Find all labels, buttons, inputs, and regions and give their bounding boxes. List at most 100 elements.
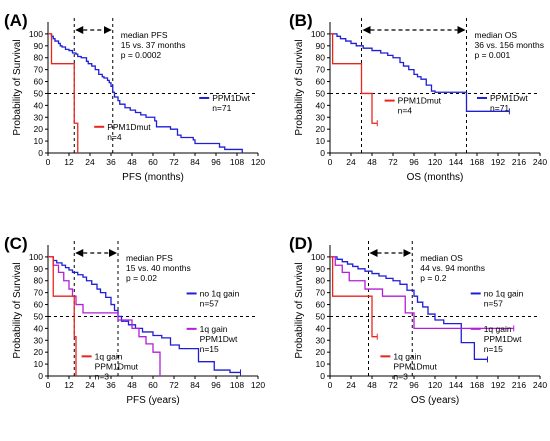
legend-label: 1q gain: [95, 351, 123, 361]
y-tick-label: 50: [316, 311, 326, 321]
x-tick-label: 48: [367, 157, 377, 167]
annotation-line: 44 vs. 94 months: [420, 263, 485, 273]
y-tick-label: 70: [34, 288, 44, 298]
annotation-line: p = 0.2: [420, 273, 447, 283]
legend-label: 1q gain: [393, 351, 421, 361]
y-tick-label: 60: [316, 300, 326, 310]
annotation-line: 36 vs. 156 months: [475, 40, 544, 50]
x-tick-label: 96: [211, 380, 221, 390]
y-tick-label: 90: [34, 41, 44, 51]
x-tick-label: 48: [127, 157, 137, 167]
legend-label: n=15: [200, 344, 219, 354]
y-tick-label: 90: [316, 264, 326, 274]
y-axis-label: Probability of Survival: [12, 39, 23, 135]
y-tick-label: 60: [34, 77, 44, 87]
x-tick-label: 216: [512, 157, 526, 167]
survival-curve-series-1: [48, 33, 79, 153]
survival-curve-series-1: [330, 33, 378, 124]
y-tick-label: 10: [316, 359, 326, 369]
y-tick-label: 90: [316, 41, 326, 51]
y-axis-label: Probability of Survival: [294, 262, 305, 358]
x-tick-label: 0: [46, 380, 51, 390]
legend-label: PPM1Dmut: [398, 96, 442, 106]
panel-letter: (D): [289, 234, 313, 253]
x-tick-label: 0: [46, 157, 51, 167]
annotation-line: 15 vs. 37 months: [121, 40, 186, 50]
x-tick-label: 72: [388, 380, 398, 390]
y-tick-label: 100: [311, 252, 325, 262]
x-tick-label: 48: [127, 380, 137, 390]
x-tick-label: 108: [230, 380, 244, 390]
x-tick-label: 0: [328, 157, 333, 167]
y-tick-label: 20: [316, 347, 326, 357]
y-tick-label: 10: [316, 136, 326, 146]
legend-label: PPM1Dwt: [200, 334, 238, 344]
x-tick-label: 192: [491, 157, 505, 167]
y-tick-label: 50: [316, 88, 326, 98]
legend-label: n=57: [200, 298, 219, 308]
y-tick-label: 100: [29, 29, 43, 39]
x-axis-label: PFS (months): [122, 172, 184, 183]
legend-label: n=15: [484, 344, 503, 354]
y-tick-label: 40: [316, 323, 326, 333]
annotation-line: 15 vs. 40 months: [126, 263, 191, 273]
y-tick-label: 20: [316, 124, 326, 134]
x-tick-label: 12: [64, 157, 74, 167]
legend-label: n=4: [398, 106, 413, 116]
x-tick-label: 84: [190, 380, 200, 390]
y-tick-label: 40: [34, 323, 44, 333]
x-tick-label: 60: [148, 157, 158, 167]
survival-curve-series-0: [48, 256, 241, 374]
legend-label: no 1q gain: [484, 288, 524, 298]
x-tick-label: 96: [211, 157, 221, 167]
panel-letter: (B): [289, 11, 313, 30]
panel-letter: (A): [4, 11, 28, 30]
survival-curve-series-0: [48, 33, 243, 153]
y-tick-label: 10: [34, 136, 44, 146]
x-tick-label: 96: [409, 157, 419, 167]
y-tick-label: 50: [34, 88, 44, 98]
x-tick-label: 120: [428, 380, 442, 390]
x-tick-label: 24: [85, 380, 95, 390]
y-axis-label: Probability of Survival: [12, 262, 23, 358]
annotation-line: median OS: [475, 30, 518, 40]
y-tick-label: 100: [311, 29, 325, 39]
x-tick-label: 84: [190, 157, 200, 167]
x-tick-label: 120: [428, 157, 442, 167]
y-tick-label: 0: [38, 371, 43, 381]
x-tick-label: 192: [491, 380, 505, 390]
legend-label: PPM1Dwt: [490, 93, 528, 103]
survival-curve-series-2: [48, 256, 77, 376]
y-tick-label: 20: [34, 347, 44, 357]
x-tick-label: 24: [85, 157, 95, 167]
legend-label: PPM1Dmut: [95, 361, 139, 371]
legend-label: 1q gain: [484, 324, 512, 334]
x-tick-label: 144: [449, 157, 463, 167]
legend-label: no 1q gain: [200, 288, 240, 298]
y-tick-label: 30: [316, 112, 326, 122]
x-tick-label: 48: [367, 380, 377, 390]
x-tick-label: 120: [251, 157, 265, 167]
y-tick-label: 30: [316, 335, 326, 345]
annotation-line: p = 0.001: [475, 50, 511, 60]
annotation-line: median OS: [420, 253, 463, 263]
y-tick-label: 40: [34, 100, 44, 110]
x-tick-label: 168: [470, 380, 484, 390]
y-tick-label: 60: [34, 300, 44, 310]
x-tick-label: 240: [533, 157, 547, 167]
x-axis-label: OS (months): [407, 172, 464, 183]
x-tick-label: 144: [449, 380, 463, 390]
y-tick-label: 70: [34, 65, 44, 75]
y-tick-label: 80: [316, 276, 326, 286]
y-tick-label: 0: [38, 148, 43, 158]
y-tick-label: 70: [316, 65, 326, 75]
x-tick-label: 72: [169, 380, 179, 390]
legend-label: n=57: [484, 298, 503, 308]
survival-curve-series-0: [330, 33, 510, 112]
annotation-line: median PFS: [126, 253, 173, 263]
y-tick-label: 30: [34, 112, 44, 122]
survival-curve-series-1: [330, 256, 514, 330]
legend-label: n=3: [393, 371, 408, 381]
